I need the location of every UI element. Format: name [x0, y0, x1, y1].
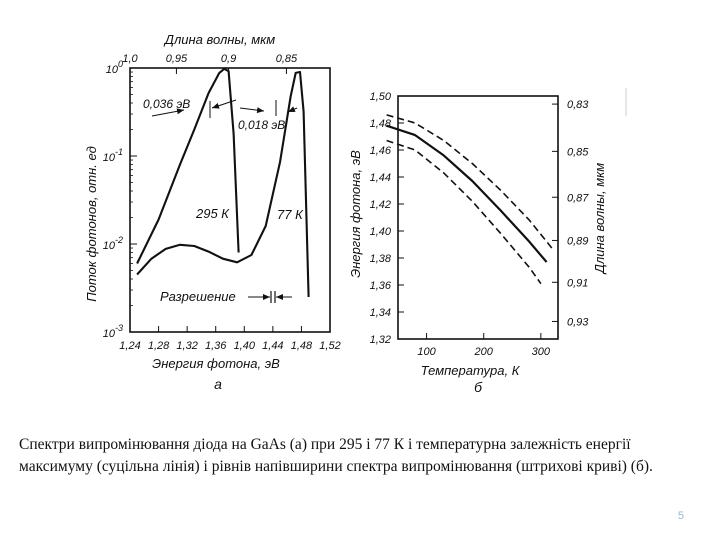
panel-a-x-tick-label: 1,36: [205, 340, 227, 352]
panel-b-right-ticks: 0,83 0,85 0,87 0,89 0,91 0,93: [552, 99, 589, 328]
panel-a-x-axis-label: Энергия фотона, эВ: [152, 356, 280, 371]
panel-b-y-tick-label: 1,36: [370, 280, 392, 292]
panel-a-spectra: 1,24 1,28 1,32 1,36 1,40 1,44 1,48 1,52 1,0 0,95…: [84, 32, 341, 392]
annotation-0036-ev: 0,036 эВ: [143, 97, 190, 111]
panel-a-frame: [129, 67, 331, 333]
panel-a-y-tick-label: 10-1: [103, 147, 123, 164]
panel-a-x-tick-label: 1,32: [176, 340, 197, 352]
label-77k: 77 К: [277, 207, 304, 222]
panel-b-right-axis-label: Длина волны, мкм: [592, 163, 607, 275]
panel-b-y-tick-label: 1,42: [370, 199, 391, 211]
panel-b-y-axis-label: Энергия фотона, эВ: [348, 150, 363, 278]
panel-b-x-axis-label: Температура, К: [421, 363, 521, 378]
scan-mark: [625, 88, 627, 116]
figure-caption: Спектри випромінювання діода на GaAs (а)…: [19, 436, 653, 475]
panel-a-x-tick-label: 1,44: [262, 340, 283, 352]
panel-a-y-tick-label: 100: [106, 59, 123, 76]
panel-a-top-tick-label: 0,9: [221, 53, 236, 65]
annotation-resolution: Разрешение: [160, 289, 236, 304]
panel-b-y-tick-label: 1,48: [370, 118, 392, 130]
panel-b-label: б: [474, 379, 483, 395]
arrow-0036-left: [151, 108, 185, 117]
panel-a-top-ticks: 1,0 0,95 0,9 0,85: [122, 53, 298, 74]
panel-a-x-tick-label: 1,48: [291, 340, 313, 352]
annotation-0018-ev: 0,018 эВ: [238, 118, 285, 132]
panel-a-series: [136, 67, 310, 298]
panel-b-right-tick-label: 0,83: [567, 99, 589, 111]
panel-b-y-tick-label: 1,34: [370, 307, 391, 319]
panel-b-right-tick-label: 0,85: [567, 146, 589, 158]
figure: 1,24 1,28 1,32 1,36 1,40 1,44 1,48 1,52 1,0 0,95…: [84, 32, 607, 395]
panel-b-x-ticks: 100 200 300: [417, 333, 551, 358]
panel-b-x-tick-label: 200: [474, 346, 494, 358]
panel-a-y-axis-label: Поток фотонов, отн. ед: [84, 146, 99, 302]
panel-b-x-tick-label: 100: [417, 346, 436, 358]
arrow-0018-left: [239, 107, 265, 114]
page-number: 5: [677, 510, 684, 522]
panel-b-y-ticks: 1,50 1,48 1,46 1,44 1,42 1,40 1,38 1,36 1,34 1,32: [370, 91, 404, 346]
panel-b-dashed-line: [386, 139, 542, 285]
panel-b-y-tick-label: 1,50: [370, 91, 392, 103]
arrow-0036-right: [211, 99, 237, 109]
panel-a-y-ticks: 100 10-1 10-2 10-3: [103, 59, 137, 340]
panel-a-label: а: [214, 376, 222, 392]
panel-b-dashed-line: [386, 114, 553, 250]
panel-a-top-axis-label: Длина волны, мкм: [163, 32, 275, 47]
panel-a-x-ticks: 1,24 1,28 1,32 1,36 1,40 1,44 1,48 1,52: [119, 326, 341, 352]
panel-b-right-tick-label: 0,89: [567, 235, 588, 247]
panel-b-y-tick-label: 1,46: [370, 145, 392, 157]
panel-a-series-line: [136, 70, 310, 298]
panel-a-top-tick-label: 0,85: [276, 53, 298, 65]
panel-a-x-tick-label: 1,28: [148, 340, 170, 352]
label-295k: 295 К: [195, 206, 230, 221]
arrow-0018-right: [287, 106, 298, 113]
panel-b-y-tick-label: 1,40: [370, 226, 392, 238]
panel-a-x-tick-label: 1,52: [319, 340, 340, 352]
panel-a-x-tick-label: 1,40: [234, 340, 256, 352]
panel-a-y-tick-label: 10-2: [103, 235, 123, 252]
panel-b-y-tick-label: 1,32: [370, 334, 391, 346]
panel-b-frame: [397, 95, 559, 340]
panel-a-y-tick-label: 10-3: [103, 323, 123, 340]
panel-b-series: [386, 114, 553, 285]
panel-b-right-tick-label: 0,93: [567, 316, 589, 328]
panel-a-top-tick-label: 0,95: [166, 53, 188, 65]
panel-b-solid-line: [386, 124, 548, 263]
panel-a-top-tick-label: 1,0: [122, 53, 138, 65]
panel-b-right-tick-label: 0,91: [567, 277, 588, 289]
panel-b-y-tick-label: 1,38: [370, 253, 392, 265]
panel-b-temperature: 100 200 300 1,501,481,461,441,421,401,381,…: [348, 91, 607, 395]
panel-b-y-tick-label: 1,44: [370, 172, 391, 184]
panel-a-x-tick-label: 1,24: [119, 340, 140, 352]
panel-b-x-tick-label: 300: [532, 346, 551, 358]
panel-a-series-line: [136, 67, 240, 264]
panel-b-right-tick-label: 0,87: [567, 192, 589, 204]
